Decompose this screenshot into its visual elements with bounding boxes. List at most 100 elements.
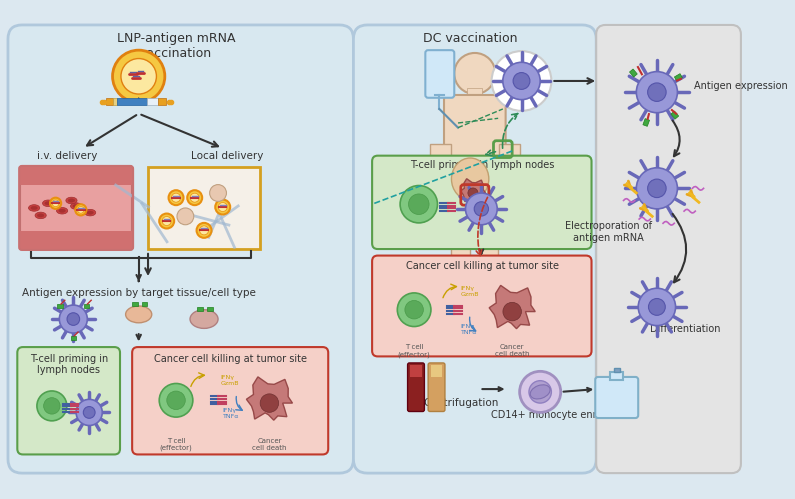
Ellipse shape: [56, 208, 68, 214]
Polygon shape: [489, 285, 535, 329]
FancyBboxPatch shape: [425, 50, 454, 98]
FancyBboxPatch shape: [448, 169, 501, 210]
Circle shape: [177, 208, 194, 225]
Bar: [614, 368, 619, 372]
Circle shape: [210, 185, 227, 202]
Circle shape: [159, 384, 193, 417]
Ellipse shape: [31, 206, 37, 210]
Bar: [611, 372, 623, 380]
Text: Antigen expression: Antigen expression: [694, 81, 788, 91]
Circle shape: [466, 193, 497, 225]
Circle shape: [190, 193, 200, 202]
Circle shape: [200, 226, 208, 235]
Ellipse shape: [68, 199, 75, 202]
Text: Cancer cell killing at tumor site: Cancer cell killing at tumor site: [153, 354, 307, 364]
Circle shape: [121, 58, 157, 94]
Circle shape: [215, 200, 231, 215]
Text: IFNγ
GzmB: IFNγ GzmB: [461, 286, 479, 297]
Circle shape: [468, 188, 478, 198]
Ellipse shape: [71, 203, 82, 210]
FancyBboxPatch shape: [8, 25, 354, 473]
Circle shape: [44, 398, 60, 414]
Bar: [430, 144, 451, 156]
Text: DC vaccination: DC vaccination: [423, 32, 518, 45]
Bar: [147, 98, 158, 105]
Bar: [447, 298, 475, 310]
Circle shape: [491, 51, 552, 111]
Bar: [20, 167, 132, 249]
Ellipse shape: [126, 306, 152, 323]
FancyBboxPatch shape: [595, 377, 638, 418]
Circle shape: [648, 83, 666, 101]
Circle shape: [409, 194, 429, 215]
Circle shape: [60, 305, 87, 333]
Circle shape: [76, 399, 103, 426]
Text: Cancer cell killing at tumor site: Cancer cell killing at tumor site: [405, 261, 559, 271]
FancyBboxPatch shape: [354, 25, 596, 473]
Ellipse shape: [190, 310, 218, 328]
Bar: [671, 111, 679, 119]
Bar: [114, 98, 117, 105]
Circle shape: [162, 217, 171, 226]
Text: T cell
(effector): T cell (effector): [398, 344, 431, 358]
Circle shape: [649, 298, 665, 315]
Text: CD14+ monocyte enrichment: CD14+ monocyte enrichment: [491, 410, 636, 420]
FancyBboxPatch shape: [17, 347, 120, 455]
Bar: [674, 74, 682, 81]
Circle shape: [638, 288, 676, 325]
Bar: [499, 144, 520, 156]
Text: T cell
(effector): T cell (effector): [160, 438, 192, 451]
Ellipse shape: [84, 210, 95, 216]
Circle shape: [454, 53, 495, 94]
Polygon shape: [460, 179, 486, 203]
Text: IFNγ
GzmB: IFNγ GzmB: [221, 375, 239, 386]
Bar: [132, 302, 138, 306]
Text: Differentiation: Differentiation: [650, 324, 720, 334]
Bar: [431, 365, 442, 377]
Circle shape: [159, 214, 174, 229]
Bar: [197, 307, 203, 311]
Ellipse shape: [35, 212, 46, 219]
Bar: [207, 307, 212, 311]
FancyBboxPatch shape: [372, 255, 591, 356]
Circle shape: [37, 391, 67, 421]
Circle shape: [83, 407, 95, 418]
FancyBboxPatch shape: [596, 25, 741, 473]
Ellipse shape: [29, 205, 40, 211]
Ellipse shape: [452, 158, 489, 200]
Circle shape: [50, 198, 61, 209]
FancyBboxPatch shape: [429, 363, 445, 412]
Circle shape: [67, 313, 80, 325]
Text: T-cell priming in
lymph nodes: T-cell priming in lymph nodes: [29, 354, 108, 375]
Ellipse shape: [37, 214, 44, 217]
Ellipse shape: [530, 385, 550, 399]
Circle shape: [513, 72, 530, 89]
Circle shape: [196, 223, 211, 238]
Text: T-cell priming in lymph nodes: T-cell priming in lymph nodes: [410, 160, 554, 170]
Bar: [410, 365, 421, 377]
Polygon shape: [246, 377, 293, 420]
Ellipse shape: [87, 211, 93, 214]
Circle shape: [529, 381, 552, 403]
Bar: [71, 336, 76, 340]
Circle shape: [76, 204, 87, 216]
Circle shape: [405, 300, 424, 319]
Circle shape: [400, 186, 437, 223]
Ellipse shape: [42, 200, 54, 207]
FancyBboxPatch shape: [132, 347, 328, 455]
Circle shape: [648, 179, 666, 198]
Bar: [630, 69, 638, 77]
Text: i.v. delivery: i.v. delivery: [37, 151, 97, 161]
Circle shape: [169, 190, 184, 205]
Circle shape: [188, 190, 202, 205]
Bar: [20, 231, 132, 249]
Bar: [452, 204, 470, 300]
Bar: [117, 98, 147, 105]
Text: Cancer
cell death: Cancer cell death: [252, 438, 287, 451]
Text: Local delivery: Local delivery: [192, 151, 264, 161]
Circle shape: [398, 293, 431, 326]
Bar: [20, 167, 132, 185]
Bar: [142, 302, 147, 306]
Bar: [467, 88, 483, 98]
Text: Centrifugation: Centrifugation: [423, 398, 498, 408]
